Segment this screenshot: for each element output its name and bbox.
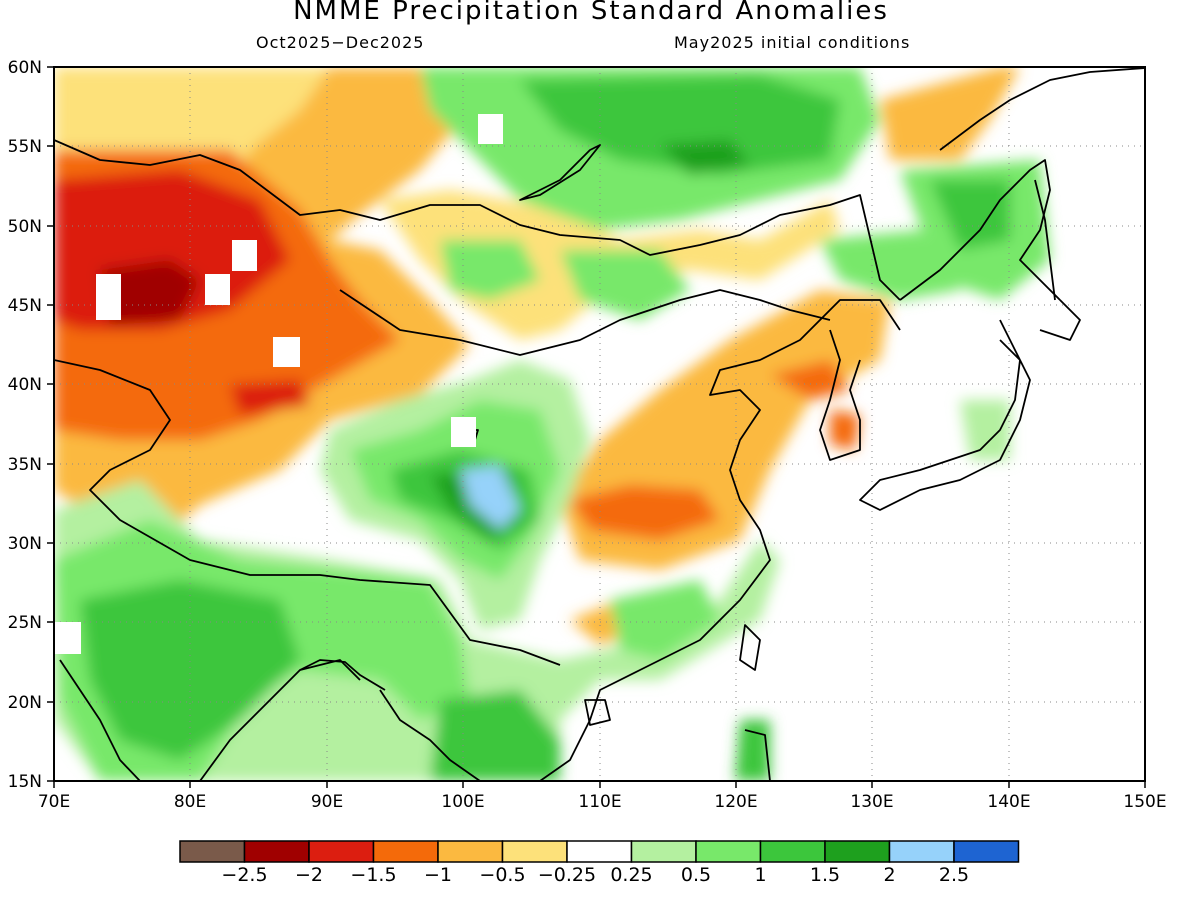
- colorbar-label: −0.5: [479, 864, 525, 886]
- lat-label: 45N: [8, 296, 42, 316]
- colorbar-label: −2: [295, 864, 323, 886]
- lat-label: 40N: [8, 375, 42, 395]
- lat-label: 30N: [8, 534, 42, 554]
- lat-label: 25N: [8, 613, 42, 633]
- lon-label: 120E: [714, 792, 757, 812]
- lon-label: 70E: [38, 792, 70, 812]
- colorbar-swatch: [630, 840, 697, 863]
- colorbar-swatch: [501, 840, 568, 863]
- lon-label: 90E: [311, 792, 343, 812]
- lon-label: 150E: [1123, 792, 1166, 812]
- lon-label: 140E: [987, 792, 1030, 812]
- colorbar-swatch: [243, 840, 310, 863]
- forecast-period: Oct2025−Dec2025: [256, 33, 425, 52]
- colorbar-swatch: [308, 840, 375, 863]
- colorbar-swatch: [372, 840, 439, 863]
- colorbar-swatch: [759, 840, 826, 863]
- colorbar-swatch: [437, 840, 504, 863]
- lon-label: 110E: [578, 792, 621, 812]
- masked-cells: [54, 114, 503, 654]
- colorbar-swatch: [953, 840, 1020, 863]
- colorbar-label: −2.5: [221, 864, 267, 886]
- colorbar-label: 0.5: [681, 864, 711, 886]
- lon-label: 100E: [441, 792, 484, 812]
- anomaly-field: [54, 67, 1145, 781]
- lat-label: 20N: [8, 693, 42, 713]
- longitude-labels: 70E 80E 90E 100E 110E 120E 130E 140E 150…: [38, 792, 1167, 812]
- coastlines-borders: [54, 67, 1145, 781]
- colorbar-label: −1.5: [350, 864, 396, 886]
- colorbar-swatch: [888, 840, 955, 863]
- lon-label: 80E: [174, 792, 206, 812]
- axis-ticks: [47, 66, 1146, 788]
- lat-label: 15N: [8, 772, 42, 792]
- initial-conditions: May2025 initial conditions: [674, 33, 911, 52]
- colorbar-label: 2: [883, 864, 895, 886]
- colorbar-swatch: [824, 840, 891, 863]
- gridlines: [54, 67, 1145, 781]
- lat-label: 55N: [8, 137, 42, 157]
- latitude-labels: 60N 55N 50N 45N 40N 35N 30N 25N 20N 15N: [8, 58, 42, 792]
- colorbar-label: 1: [754, 864, 766, 886]
- colorbar-label: −0.25: [538, 864, 596, 886]
- colorbar-label: 0.25: [610, 864, 652, 886]
- colorbar-swatch: [179, 840, 246, 863]
- colorbar-swatch: [695, 840, 762, 863]
- colorbar-label: 1.5: [810, 864, 840, 886]
- colorbar-swatch: [566, 840, 633, 863]
- colorbar-legend: −2.5 −2 −1.5 −1 −0.5 −0.25 0.25 0.5 1 1.5 2 2.5: [179, 840, 1020, 886]
- lat-label: 35N: [8, 455, 42, 475]
- lat-label: 50N: [8, 217, 42, 237]
- map-title: NMME Precipitation Standard Anomalies: [293, 0, 889, 26]
- lon-label: 130E: [850, 792, 893, 812]
- colorbar-label: 2.5: [939, 864, 969, 886]
- lat-label: 60N: [8, 58, 42, 78]
- colorbar-label: −1: [424, 864, 452, 886]
